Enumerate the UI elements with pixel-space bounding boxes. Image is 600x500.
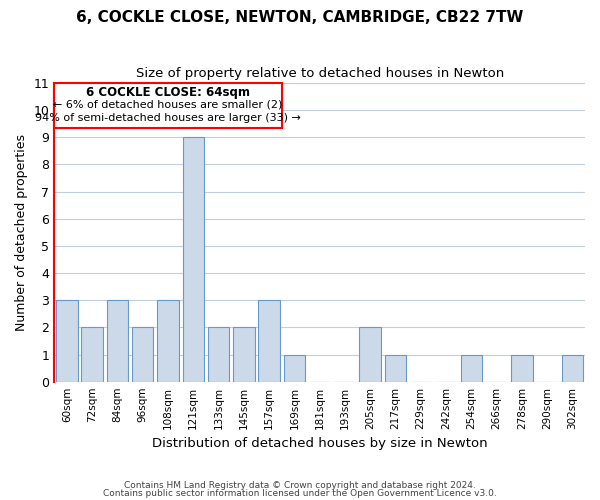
Bar	[284, 354, 305, 382]
Text: Contains public sector information licensed under the Open Government Licence v3: Contains public sector information licen…	[103, 488, 497, 498]
Bar	[359, 328, 381, 382]
Text: 6, COCKLE CLOSE, NEWTON, CAMBRIDGE, CB22 7TW: 6, COCKLE CLOSE, NEWTON, CAMBRIDGE, CB22…	[76, 10, 524, 25]
Bar	[461, 354, 482, 382]
Text: ← 6% of detached houses are smaller (2): ← 6% of detached houses are smaller (2)	[53, 100, 283, 110]
Bar	[132, 328, 154, 382]
Bar	[107, 300, 128, 382]
Text: 94% of semi-detached houses are larger (33) →: 94% of semi-detached houses are larger (…	[35, 113, 301, 123]
Text: 6 COCKLE CLOSE: 64sqm: 6 COCKLE CLOSE: 64sqm	[86, 86, 250, 99]
Title: Size of property relative to detached houses in Newton: Size of property relative to detached ho…	[136, 68, 504, 80]
Bar	[259, 300, 280, 382]
X-axis label: Distribution of detached houses by size in Newton: Distribution of detached houses by size …	[152, 437, 487, 450]
Bar	[182, 138, 204, 382]
Bar	[562, 354, 583, 382]
Bar	[385, 354, 406, 382]
Bar	[54, 83, 282, 128]
Y-axis label: Number of detached properties: Number of detached properties	[15, 134, 28, 331]
Text: Contains HM Land Registry data © Crown copyright and database right 2024.: Contains HM Land Registry data © Crown c…	[124, 481, 476, 490]
Bar	[82, 328, 103, 382]
Bar	[56, 300, 77, 382]
Bar	[511, 354, 533, 382]
Bar	[233, 328, 254, 382]
Bar	[157, 300, 179, 382]
Bar	[208, 328, 229, 382]
